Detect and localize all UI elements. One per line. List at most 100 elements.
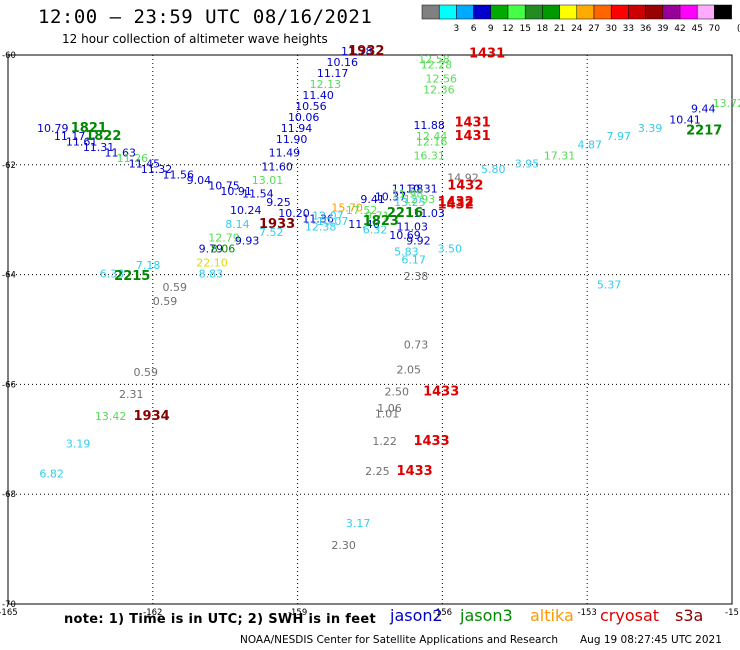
legend-bin-label: 30 (605, 24, 617, 34)
latitude-tick-label: -68 (2, 490, 16, 500)
wave-height-value: 12.13 (310, 78, 342, 91)
pass-time-label: 1433 (397, 464, 433, 479)
wave-height-value: 7.52 (259, 226, 284, 239)
longitude-tick-label: -156 (433, 608, 452, 618)
wave-height-value: 13.01 (252, 174, 284, 187)
wave-height-value: 12.16 (416, 136, 448, 149)
wave-height-value: 3.50 (438, 243, 463, 256)
wave-height-value: 12.07 (312, 210, 344, 223)
wave-height-value: 11.03 (397, 221, 429, 234)
pass-time-label: 1822 (85, 129, 121, 144)
wave-height-value: 11.60 (261, 160, 293, 173)
wave-height-value: 10.07 (317, 215, 349, 228)
wave-height-value: 11.17 (54, 130, 86, 143)
legend-unit: (ft) (737, 24, 740, 34)
wave-height-value: 17.52 (346, 204, 378, 217)
wave-height-value: 8.06 (211, 243, 236, 256)
wave-height-value: 3.17 (346, 517, 371, 530)
pass-time-label: 1431 (469, 47, 505, 62)
pass-time-label: 1431 (454, 115, 490, 130)
generation-timestamp: Aug 19 08:27:45 UTC 2021 (580, 634, 722, 646)
wave-height-value: 10.37 (375, 190, 407, 203)
wave-height-value: 3.95 (515, 158, 540, 171)
wave-height-value: 14.92 (447, 171, 479, 184)
pass-time-label: 2217 (686, 124, 722, 139)
wave-height-value: 11.94 (281, 122, 313, 135)
satellite-label-altika: altika (530, 606, 574, 625)
wave-height-value: 3.19 (66, 438, 91, 451)
wave-height-value: 11.63 (105, 147, 136, 160)
wave-height-value: 11.38 (392, 182, 424, 195)
wave-height-value: 8.83 (199, 267, 224, 280)
wave-height-value: 6.82 (39, 468, 64, 481)
wave-height-value: 11.61 (66, 136, 98, 149)
latitude-tick-label: -60 (2, 51, 16, 61)
wave-height-value: 9.79 (199, 243, 224, 256)
page-subtitle: 12 hour collection of altimeter wave hei… (62, 32, 328, 46)
legend-bin-label: 24 (571, 24, 583, 34)
wave-height-value: 11.88 (413, 119, 445, 132)
legend-bin-label: 3 (454, 24, 460, 34)
credit-line: NOAA/NESDIS Center for Satellite Applica… (240, 634, 558, 646)
satellite-label-jason2: jason2 (390, 606, 443, 625)
wave-height-value: 9.25 (266, 196, 291, 209)
wave-height-value: 11.26 (117, 152, 149, 165)
legend-bin-label: 9 (488, 24, 494, 34)
wave-height-value: 15.70 (331, 201, 363, 214)
wave-height-value: 0.73 (404, 339, 429, 352)
legend-bin-label: 33 (623, 24, 634, 34)
wave-height-value: 11.32 (141, 163, 173, 176)
satellite-label-cryosat: cryosat (600, 606, 660, 625)
wave-height-value: 11.54 (242, 188, 273, 201)
pass-time-label: 1432 (438, 195, 474, 210)
wave-height-value: 9.92 (406, 234, 431, 247)
wave-height-value: 11.31 (83, 141, 115, 154)
wave-height-value: 11.46 (348, 218, 380, 231)
latitude-tick-label: -62 (2, 161, 16, 171)
wave-height-value: 0.59 (153, 295, 178, 308)
pass-time-label: 1432 (438, 198, 474, 213)
satellite-label-jason3: jason3 (460, 606, 513, 625)
wave-height-value: 1.01 (375, 407, 400, 420)
wave-height-value: 9.04 (187, 174, 212, 187)
legend-bin-label: 12 (502, 24, 513, 34)
wave-height-value: 11.36 (302, 212, 334, 225)
pass-time-label: 1823 (363, 214, 399, 229)
wave-height-value: 12.36 (423, 83, 455, 96)
wave-height-value: 17.31 (544, 149, 576, 162)
wave-height-value: 12.28 (421, 59, 453, 72)
footer-note: note: 1) Time is in UTC; 2) SWH is in fe… (64, 612, 376, 627)
wave-height-value: 12.38 (305, 221, 337, 234)
legend-bin-label: 27 (588, 24, 599, 34)
wave-height-value: 0.59 (133, 366, 158, 379)
wave-height-value: 11.78 (341, 45, 373, 58)
wave-height-value: 9.44 (691, 103, 716, 116)
wave-height-value: 10.91 (220, 185, 252, 198)
wave-height-value: 2.50 (384, 385, 409, 398)
wave-height-value: 11.03 (413, 207, 445, 220)
legend-bin-label: 15 (519, 24, 530, 34)
wave-height-value: 4.87 (578, 138, 603, 151)
legend-bin-label: 45 (691, 24, 702, 34)
longitude-tick-label: -162 (143, 608, 162, 618)
wave-height-value: 10.31 (406, 182, 438, 195)
wave-height-value: 6.32 (363, 223, 388, 236)
wave-height-value: 9.41 (360, 193, 385, 206)
longitude-tick-label: -165 (0, 608, 18, 618)
wave-height-value: 6.17 (401, 254, 426, 267)
wave-height-value: 13.25 (394, 196, 426, 209)
wave-height-value: 12.56 (426, 72, 458, 85)
longitude-tick-label: -153 (578, 608, 597, 618)
wave-height-value: 22.10 (196, 256, 228, 269)
map-frame (7, 54, 733, 605)
wave-height-value: 11.49 (269, 147, 301, 160)
legend-bin-label: 36 (640, 24, 652, 34)
wave-height-value: 10.24 (230, 204, 262, 217)
wave-height-value: 5.80 (481, 163, 506, 176)
wave-height-value: 10.69 (389, 229, 421, 242)
legend-bin-label: 42 (674, 24, 685, 34)
longitude-tick-label: -15 (725, 608, 739, 618)
